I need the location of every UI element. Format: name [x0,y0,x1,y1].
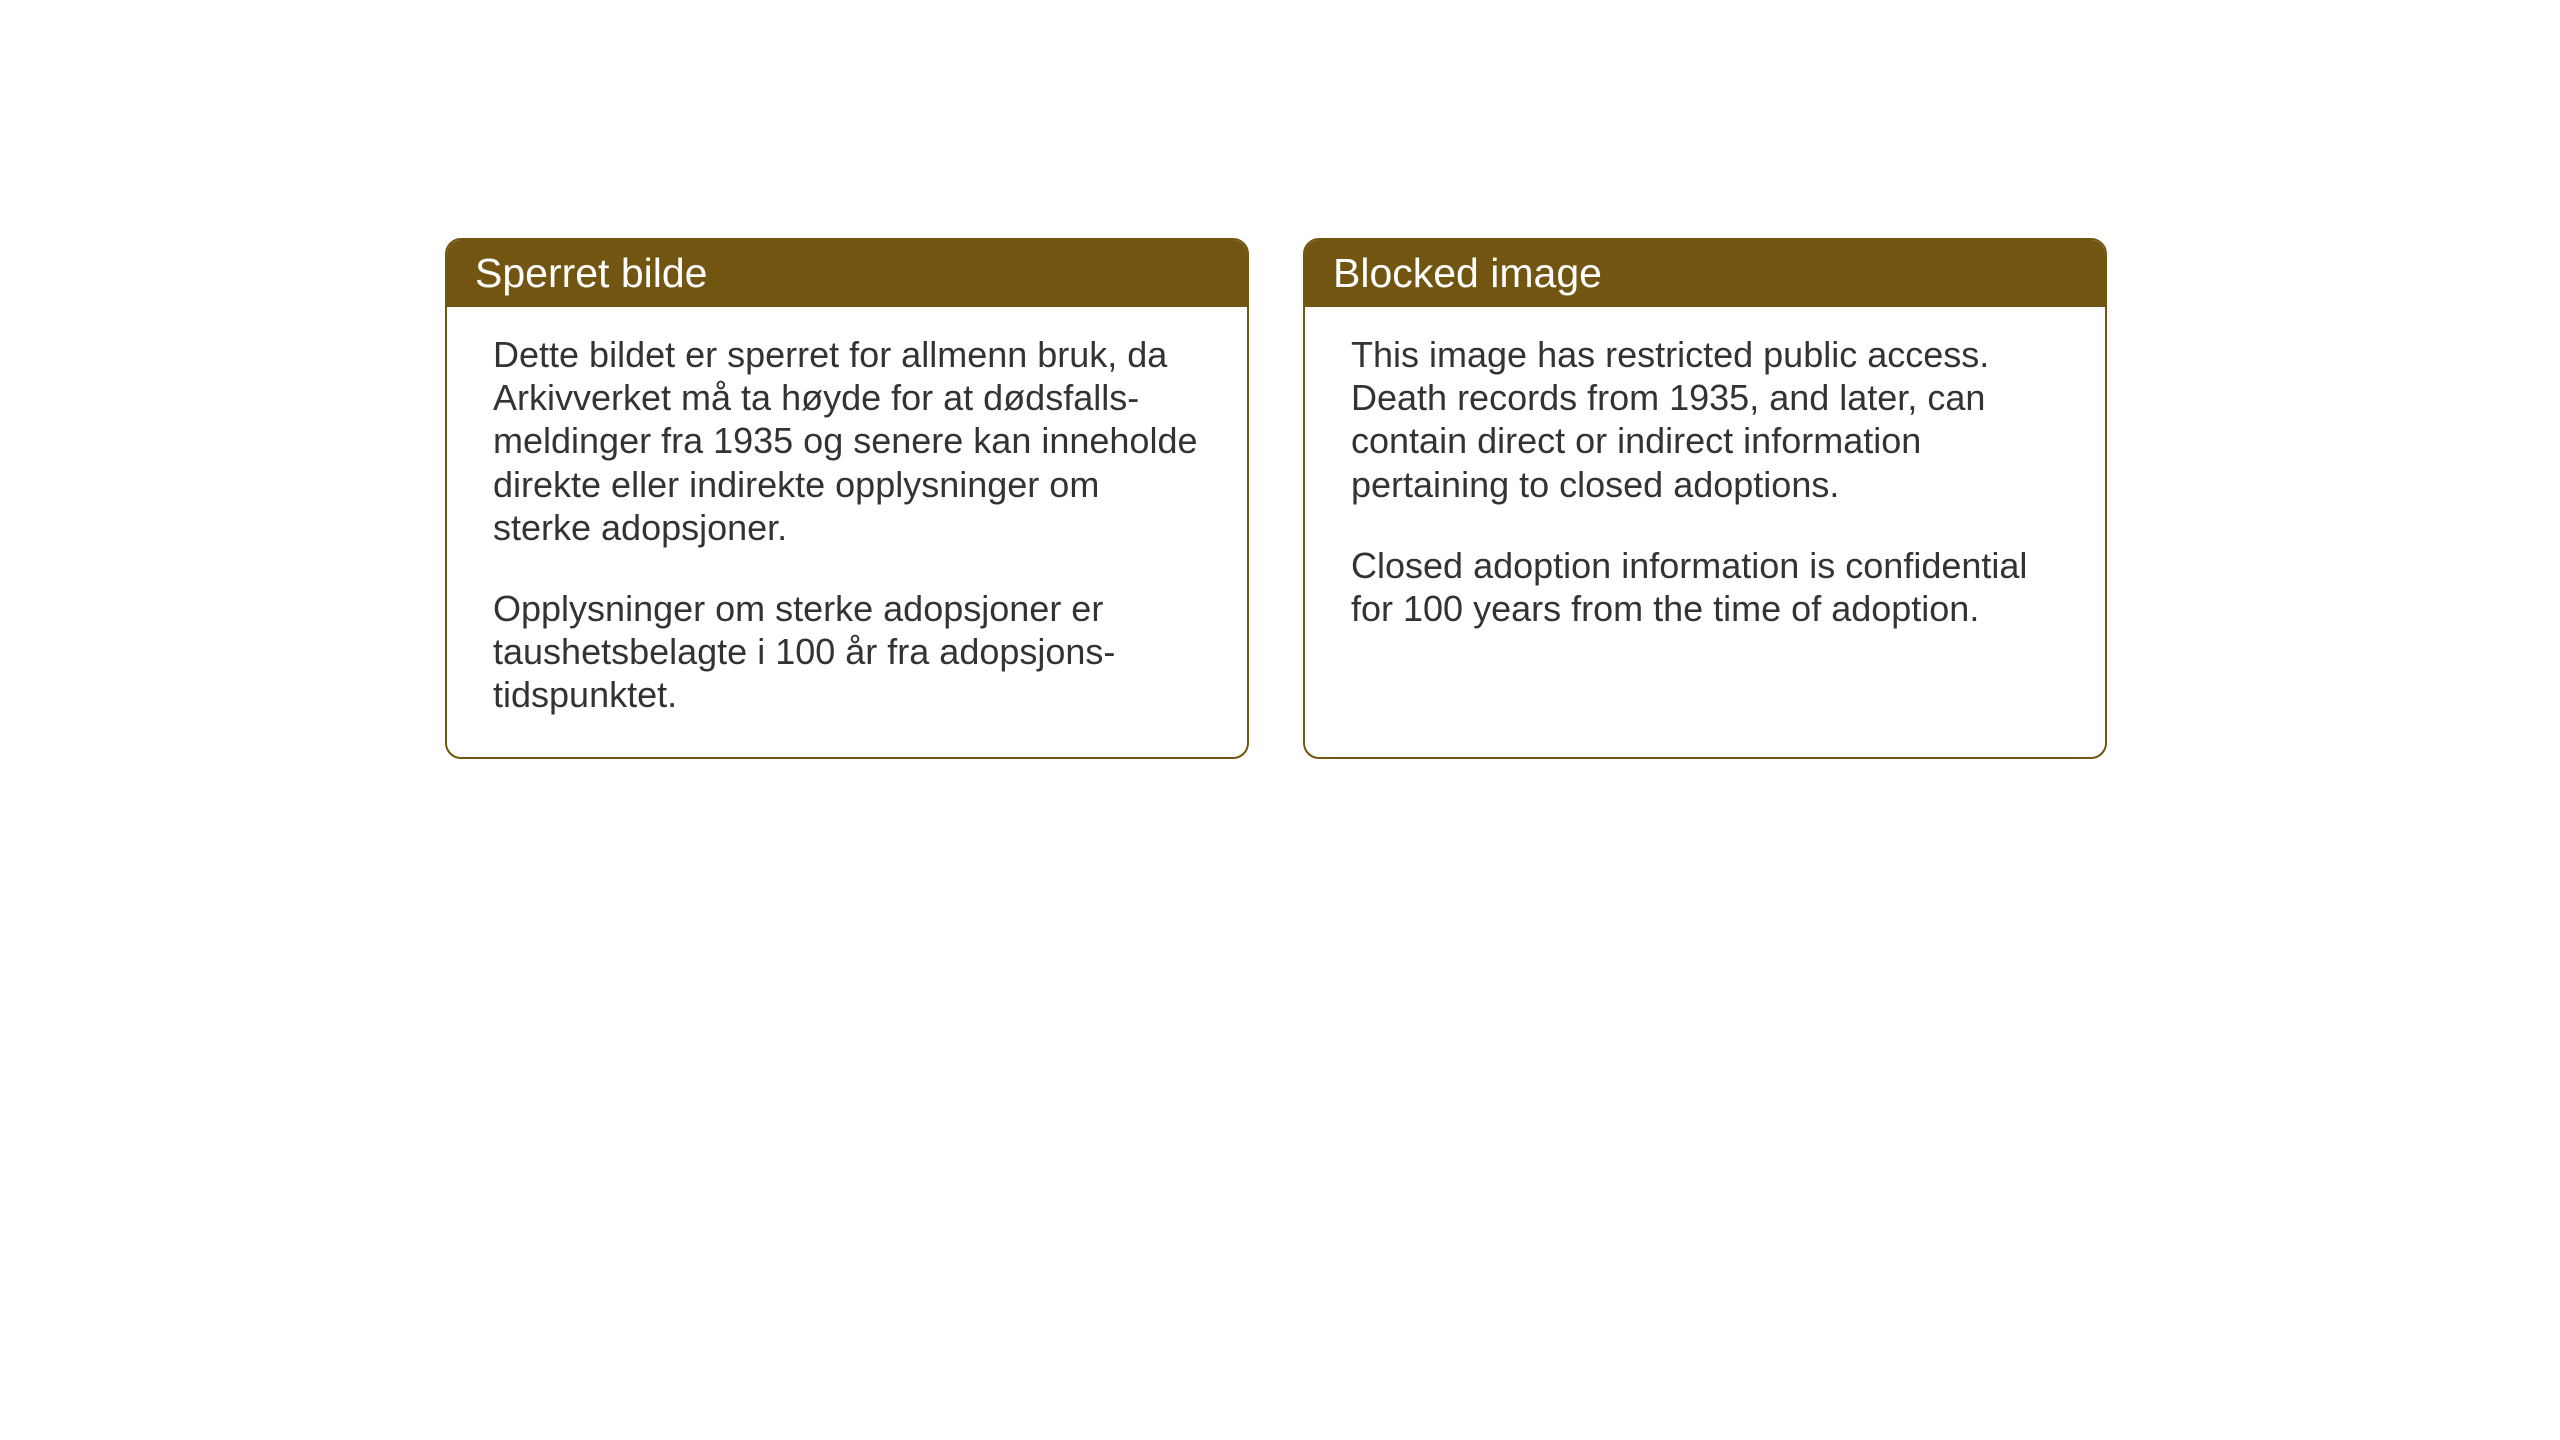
norwegian-card-title: Sperret bilde [475,250,707,296]
norwegian-paragraph-1: Dette bildet er sperret for allmenn bruk… [493,333,1201,549]
cards-container: Sperret bilde Dette bildet er sperret fo… [445,238,2107,759]
norwegian-card-body: Dette bildet er sperret for allmenn bruk… [447,307,1247,757]
english-card-body: This image has restricted public access.… [1305,307,2105,727]
english-paragraph-1: This image has restricted public access.… [1351,333,2059,506]
english-card-title: Blocked image [1333,250,1602,296]
english-card-header: Blocked image [1305,240,2105,307]
english-paragraph-2: Closed adoption information is confident… [1351,544,2059,630]
english-card: Blocked image This image has restricted … [1303,238,2107,759]
norwegian-card: Sperret bilde Dette bildet er sperret fo… [445,238,1249,759]
norwegian-card-header: Sperret bilde [447,240,1247,307]
norwegian-paragraph-2: Opplysninger om sterke adopsjoner er tau… [493,587,1201,717]
